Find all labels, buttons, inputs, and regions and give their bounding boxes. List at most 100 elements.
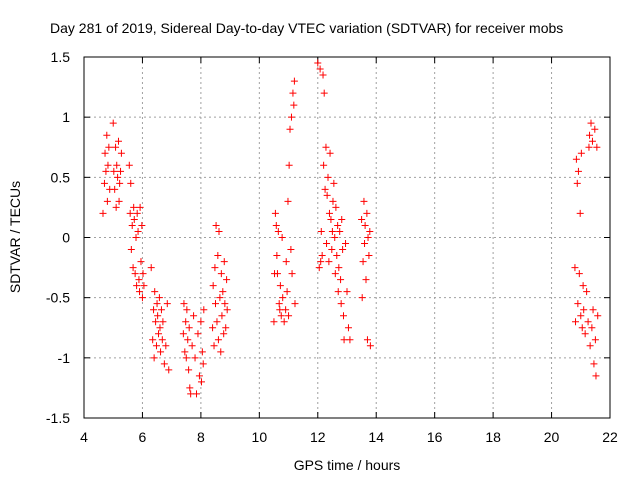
x-tick-label: 22 [602,429,618,445]
data-point [591,336,599,344]
data-point [147,264,155,272]
data-point [135,276,143,284]
data-point [181,348,189,356]
data-point [157,306,165,314]
data-point [315,264,323,272]
data-point [331,270,339,278]
data-point [342,240,350,248]
x-axis-label: GPS time / hours [294,457,401,473]
data-point [214,336,222,344]
data-point [212,221,220,229]
data-point [133,209,141,217]
data-point [152,342,160,350]
chart-title: Day 281 of 2019, Sidereal Day-to-day VTE… [50,20,563,36]
data-point [271,209,279,217]
data-point [209,324,217,332]
data-point [180,300,188,308]
data-point [109,119,117,127]
data-point [101,149,109,157]
data-point [136,288,144,296]
data-point [216,294,224,302]
data-point [190,312,198,320]
data-point [153,300,161,308]
data-point [591,125,599,133]
data-points [99,59,602,398]
data-point [324,173,332,181]
data-point [360,197,368,205]
data-point [326,149,334,157]
data-point [105,143,113,151]
data-point [185,324,193,332]
data-point [127,179,135,187]
data-point [571,264,579,272]
data-point [165,366,173,374]
x-tick-label: 18 [485,429,501,445]
data-point [328,246,336,254]
data-point [213,318,221,326]
data-point [359,258,367,266]
data-point [163,300,171,308]
data-point [117,167,125,175]
data-point [321,185,329,193]
data-point [594,312,602,320]
plot-frame [83,56,611,419]
data-point [319,71,327,79]
data-point [339,312,347,320]
data-point [187,390,195,398]
data-point [580,306,588,314]
data-point [183,306,191,314]
data-point [193,390,201,398]
data-point [185,366,193,374]
data-point [282,258,290,266]
data-point [113,161,121,169]
data-point [332,203,340,211]
data-point [362,276,370,284]
data-point [215,227,223,235]
data-point [157,348,165,356]
data-point [198,348,206,356]
data-point [221,300,229,308]
data-point [574,300,582,308]
data-point [159,318,167,326]
data-point [182,354,190,362]
data-point [593,143,601,151]
data-point [162,342,170,350]
y-tick-label: -1.5 [46,410,70,426]
data-point [104,161,112,169]
data-point [287,246,295,254]
data-point [126,209,134,217]
data-point [284,197,292,205]
data-point [363,209,371,217]
data-point [194,330,202,338]
data-point [223,306,231,314]
data-point [588,324,596,332]
data-point [290,101,298,109]
data-point [117,149,125,157]
data-point [325,209,333,217]
data-point [572,155,580,163]
data-point [581,330,589,338]
data-point [150,306,158,314]
data-point [330,179,338,187]
data-point [276,282,284,290]
data-point [149,336,157,344]
data-point [214,252,222,260]
data-point [320,89,328,97]
data-point [150,354,158,362]
data-point [338,215,346,223]
data-point [270,318,278,326]
data-point [336,227,344,235]
data-point [151,288,159,296]
data-point [584,318,592,326]
data-point [327,215,335,223]
data-point [578,324,586,332]
data-point [129,264,137,272]
data-point [103,131,111,139]
data-point [366,227,374,235]
data-point [102,167,110,175]
data-point [152,318,160,326]
data-point [573,179,581,187]
data-point [125,161,133,169]
data-point [138,221,146,229]
x-tick-label: 6 [139,429,147,445]
